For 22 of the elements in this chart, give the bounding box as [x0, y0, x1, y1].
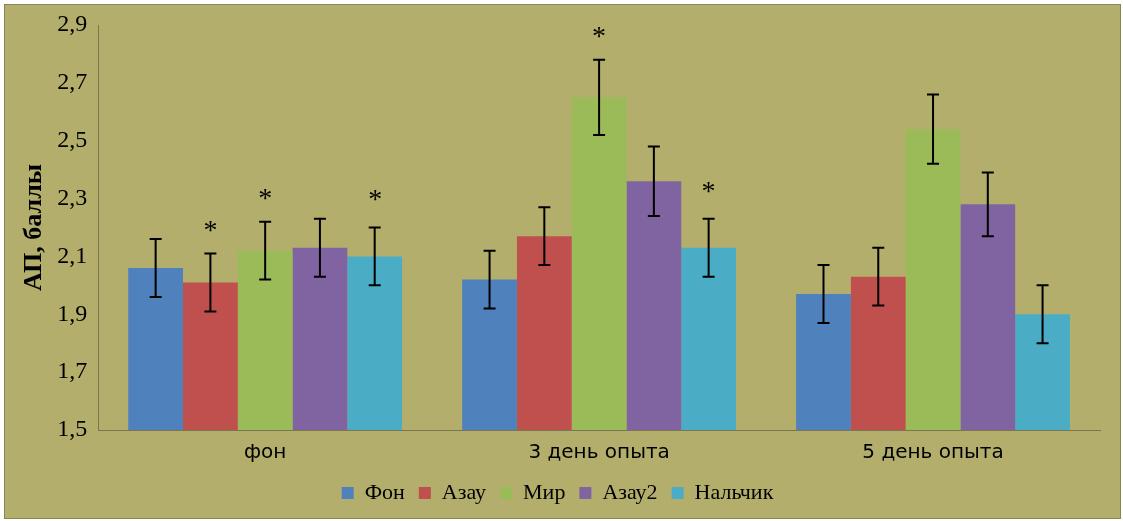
y-tick-label: 2,7 — [57, 68, 88, 95]
y-tick-label: 2,3 — [57, 183, 88, 210]
annotation: * — [258, 182, 273, 214]
legend-label: Нальчик — [694, 478, 774, 504]
annotation: * — [592, 20, 607, 52]
x-tick-label: фон — [243, 439, 287, 464]
annotation: * — [701, 174, 716, 206]
legend-label: Мир — [523, 478, 566, 504]
annotation: * — [203, 213, 218, 245]
y-axis-title: АП, баллы — [18, 163, 48, 292]
legend-label: Азау2 — [602, 478, 658, 504]
legend-label: Фон — [364, 478, 406, 504]
y-tick-label: 1,9 — [57, 299, 88, 326]
y-tick-label: 1,5 — [57, 415, 88, 442]
annotation: * — [368, 183, 383, 215]
y-tick-label: 2,9 — [57, 10, 88, 37]
y-tick-label: 2,1 — [57, 241, 88, 268]
legend-label: Азау — [441, 478, 487, 504]
y-tick-label: 2,5 — [57, 126, 88, 153]
x-tick-label: 5 день опыта — [862, 439, 1004, 464]
x-tick-label: 3 день опыта — [528, 439, 670, 464]
y-tick-label: 1,7 — [57, 357, 88, 384]
